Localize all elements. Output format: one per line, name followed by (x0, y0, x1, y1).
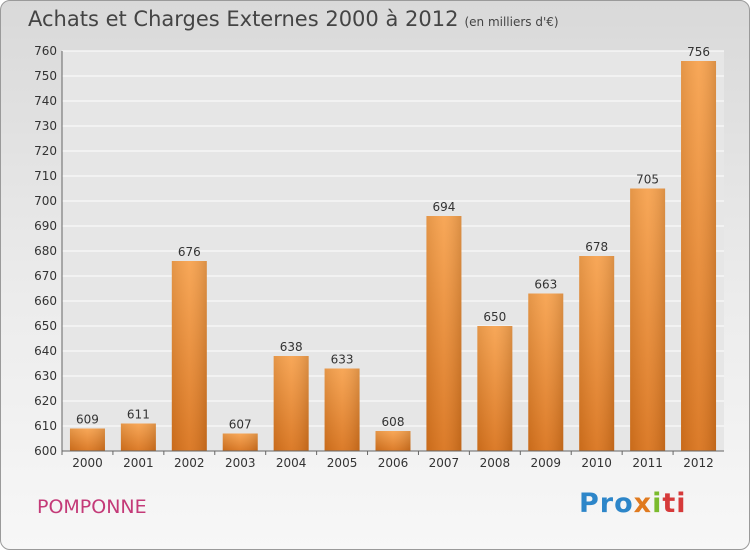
x-tick-label: 2001 (123, 456, 154, 470)
x-tick-label: 2002 (174, 456, 205, 470)
bar-shade (528, 293, 564, 451)
data-label: 678 (585, 240, 608, 254)
y-tick-label: 750 (34, 69, 57, 83)
y-tick-label: 710 (34, 169, 57, 183)
y-tick-label: 640 (34, 344, 57, 358)
bar-shade (375, 431, 411, 451)
chart-title: Achats et Charges Externes 2000 à 2012 (e… (28, 7, 559, 31)
bar-shade (324, 368, 360, 451)
y-tick-label: 630 (34, 369, 57, 383)
x-tick-label: 2000 (72, 456, 103, 470)
chart-title-unit: (en milliers d'€) (464, 15, 559, 29)
data-label: 607 (229, 418, 252, 432)
grid-lines (62, 50, 724, 452)
y-tick-label: 700 (34, 194, 57, 208)
y-tick-label: 760 (34, 44, 57, 58)
bar-shade (222, 433, 258, 451)
y-tick-label: 620 (34, 394, 57, 408)
logo-part-4: ti (662, 488, 687, 519)
x-tick-label: 2004 (276, 456, 307, 470)
data-label: 638 (280, 340, 303, 354)
y-tick-label: 610 (34, 419, 57, 433)
logo-part-3: i (652, 488, 663, 519)
x-tick-label: 2010 (581, 456, 612, 470)
y-tick-label: 660 (34, 294, 57, 308)
data-label: 650 (483, 310, 506, 324)
proxiti-logo: Proxiti (579, 488, 687, 519)
data-label: 663 (534, 278, 557, 292)
bar-shade (69, 428, 105, 451)
bar-shade (477, 326, 513, 451)
x-tick-label: 2011 (632, 456, 663, 470)
data-label: 609 (76, 413, 99, 427)
bar-shade (579, 256, 615, 451)
logo-part-2: x (633, 488, 653, 519)
data-label: 633 (331, 353, 354, 367)
y-tick-label: 600 (34, 444, 57, 458)
x-tick-label: 2006 (378, 456, 409, 470)
data-label: 676 (178, 245, 201, 259)
y-tick-label: 690 (34, 219, 57, 233)
x-tick-label: 2007 (429, 456, 460, 470)
y-tick-label: 680 (34, 244, 57, 258)
y-tick-label: 730 (34, 119, 57, 133)
bar-shade (171, 261, 207, 451)
bar-shade (630, 188, 666, 451)
logo-part-1: Pro (579, 488, 634, 519)
x-tick-label: 2012 (683, 456, 714, 470)
commune-name: POMPONNE (37, 496, 147, 518)
bar-shade (273, 356, 309, 451)
x-tick-label: 2009 (530, 456, 561, 470)
data-label: 705 (636, 173, 659, 187)
data-label: 611 (127, 408, 150, 422)
y-tick-label: 650 (34, 319, 57, 333)
data-label: 608 (382, 415, 405, 429)
x-tick-label: 2003 (225, 456, 256, 470)
y-tick-label: 670 (34, 269, 57, 283)
bar-shade (426, 216, 462, 451)
data-label: 756 (687, 45, 710, 59)
y-tick-label: 720 (34, 144, 57, 158)
axes-group: 600 610 620 630 640 650 660 670 680 690 700 710 720 7… (34, 44, 724, 470)
data-label: 694 (432, 200, 455, 214)
bars-group: 609 611 676 607 638 633 608 694 650 663 678 705 756 (69, 45, 717, 451)
bar-shade (681, 61, 717, 451)
x-tick-label: 2008 (480, 456, 511, 470)
chart-title-text: Achats et Charges Externes 2000 à 2012 (28, 7, 459, 31)
y-tick-label: 740 (34, 94, 57, 108)
x-tick-label: 2005 (327, 456, 358, 470)
bar-shade (120, 423, 156, 451)
